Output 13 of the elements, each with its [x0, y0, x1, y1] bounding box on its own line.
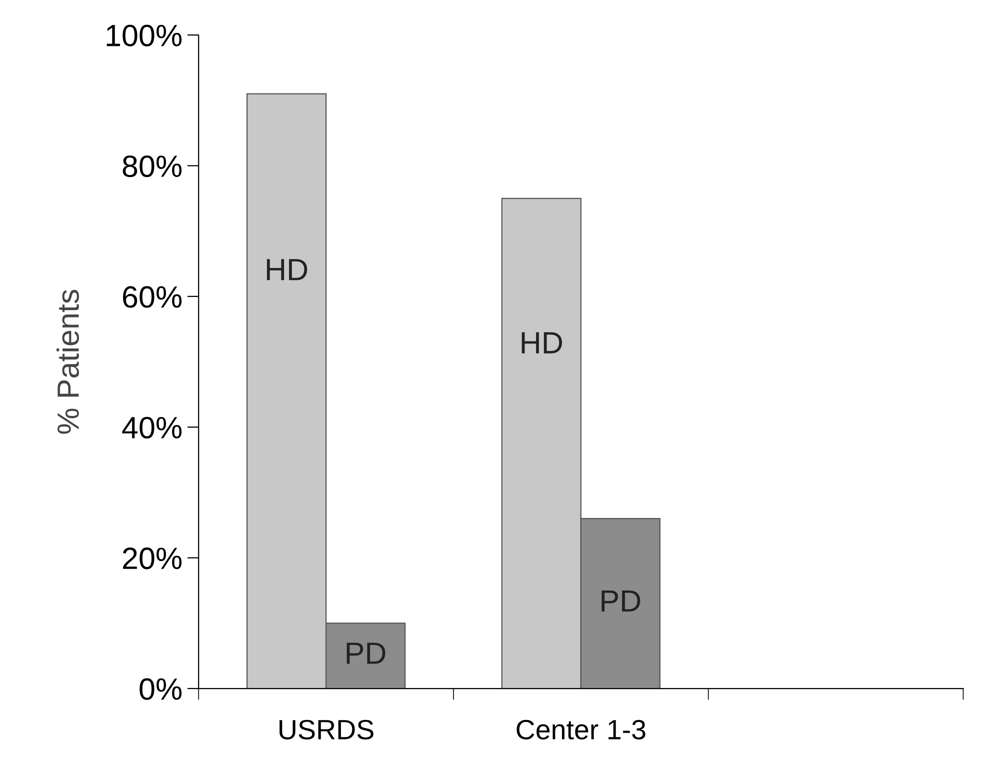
y-axis-title: % Patients	[56, 290, 79, 434]
y-tick-label: 100%	[106, 24, 182, 46]
y-tick-label: 0%	[140, 678, 182, 700]
y-tick-label: 20%	[123, 548, 182, 570]
y-tick-label: 60%	[123, 286, 182, 308]
x-tick-label: USRDS	[280, 720, 374, 740]
x-tick-label: Center 1-3	[516, 720, 646, 740]
y-tick-label: 40%	[122, 416, 182, 438]
series-label: HD	[522, 332, 562, 354]
series-label: PD	[346, 642, 386, 664]
text: HD	[266, 259, 308, 280]
text: PD	[602, 590, 640, 612]
y-tick-label: 80%	[122, 155, 182, 178]
